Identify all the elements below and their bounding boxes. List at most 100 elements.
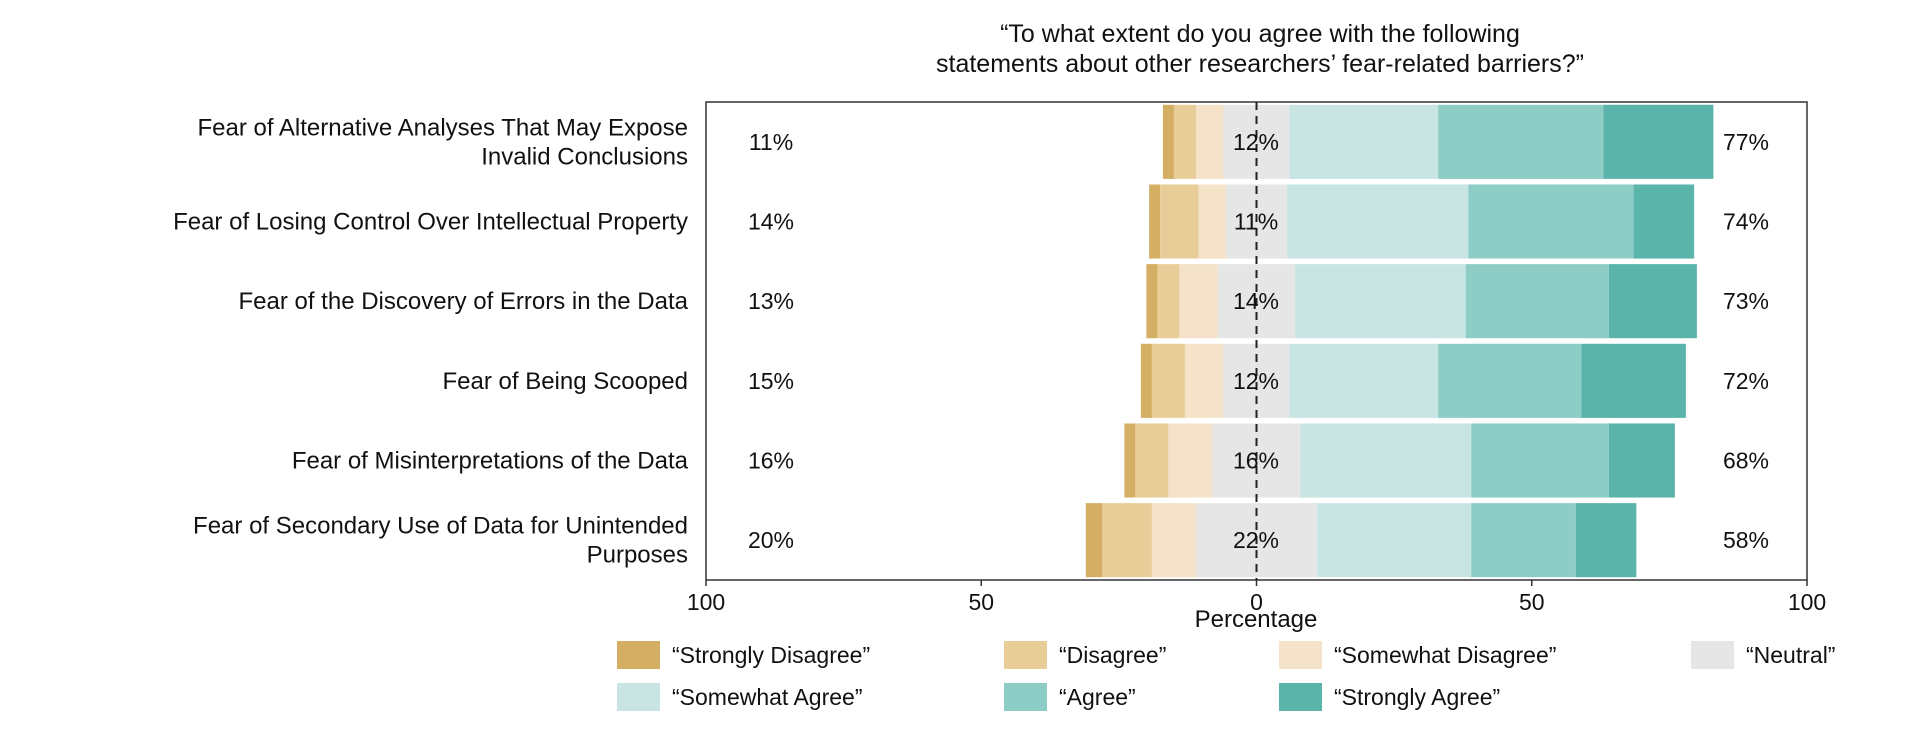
percentage-labels: 11% 12% 77% 14% 11% 74% 13% 14% 73% 15% 12% 72% 16% 1… bbox=[748, 129, 1769, 553]
x-tick-label: 50 bbox=[1519, 589, 1545, 615]
x-axis-label: Percentage bbox=[1195, 606, 1318, 633]
legend-item: “Agree” bbox=[1004, 683, 1136, 711]
bar-row bbox=[1140, 343, 1686, 418]
neutral-label: 22% bbox=[1233, 527, 1279, 553]
legend-item: “Somewhat Agree” bbox=[617, 683, 862, 711]
legend-swatch bbox=[617, 641, 660, 669]
legend-label: “Strongly Agree” bbox=[1334, 684, 1500, 710]
bars bbox=[1085, 104, 1714, 578]
bar-segment bbox=[1135, 423, 1169, 498]
legend-label: “Somewhat Agree” bbox=[672, 684, 862, 710]
bar-segment bbox=[1471, 503, 1576, 578]
legend-swatch bbox=[1279, 683, 1322, 711]
bar-segment bbox=[1608, 423, 1675, 498]
disagree-total-label: 14% bbox=[748, 209, 794, 235]
neutral-label: 12% bbox=[1233, 368, 1279, 394]
x-axis: 100 50 0 50 100 bbox=[687, 580, 1826, 615]
category-label: Fear of Alternative Analyses That May Ex… bbox=[198, 114, 688, 141]
bar-segment bbox=[1157, 264, 1180, 339]
bar-segment bbox=[1295, 264, 1466, 339]
neutral-label: 12% bbox=[1233, 129, 1279, 155]
bar-segment bbox=[1289, 343, 1439, 418]
bar-row bbox=[1124, 423, 1675, 498]
legend-item: “Strongly Disagree” bbox=[617, 641, 870, 669]
bar-segment bbox=[1300, 423, 1472, 498]
x-tick-label: 0 bbox=[1250, 589, 1263, 615]
agree-total-label: 73% bbox=[1723, 288, 1769, 314]
agree-total-label: 77% bbox=[1723, 129, 1769, 155]
disagree-total-label: 20% bbox=[748, 527, 794, 553]
bar-segment bbox=[1198, 184, 1227, 259]
legend-label: “Disagree” bbox=[1059, 642, 1166, 668]
legend-swatch bbox=[1004, 641, 1047, 669]
chart-title-line: statements about other researchers’ fear… bbox=[936, 50, 1584, 78]
bar-segment bbox=[1162, 104, 1174, 179]
bar-segment bbox=[1179, 264, 1218, 339]
bar-segment bbox=[1124, 423, 1136, 498]
category-label: Invalid Conclusions bbox=[481, 143, 688, 170]
disagree-total-label: 15% bbox=[748, 368, 794, 394]
bar-segment bbox=[1471, 423, 1609, 498]
bar-segment bbox=[1085, 503, 1103, 578]
bar-segment bbox=[1184, 343, 1224, 418]
legend: “Strongly Disagree” “Disagree” “Somewhat D… bbox=[617, 641, 1835, 711]
bar-segment bbox=[1151, 503, 1196, 578]
legend-label: “Somewhat Disagree” bbox=[1334, 642, 1556, 668]
bar-segment bbox=[1468, 184, 1634, 259]
bar-segment bbox=[1603, 104, 1714, 179]
bar-segment bbox=[1465, 264, 1609, 339]
disagree-total-label: 16% bbox=[748, 448, 794, 474]
bar-segment bbox=[1286, 184, 1469, 259]
x-tick-label: 100 bbox=[687, 589, 725, 615]
bar-row bbox=[1162, 104, 1714, 179]
bar-segment bbox=[1173, 104, 1196, 179]
bar-segment bbox=[1633, 184, 1695, 259]
legend-swatch bbox=[1004, 683, 1047, 711]
category-label: Fear of Losing Control Over Intellectual… bbox=[173, 209, 688, 236]
agree-total-label: 74% bbox=[1723, 209, 1769, 235]
bar-segment bbox=[1102, 503, 1152, 578]
x-tick-label: 50 bbox=[968, 589, 994, 615]
chart-title: “To what extent do you agree with the fo… bbox=[936, 20, 1584, 78]
disagree-total-label: 11% bbox=[749, 129, 793, 155]
bar-segment bbox=[1581, 343, 1686, 418]
bar-segment bbox=[1438, 104, 1604, 179]
disagree-total-label: 13% bbox=[748, 288, 794, 314]
legend-swatch bbox=[617, 683, 660, 711]
legend-swatch bbox=[1279, 641, 1322, 669]
bar-segment bbox=[1608, 264, 1697, 339]
agree-total-label: 72% bbox=[1723, 368, 1769, 394]
legend-label: “Strongly Disagree” bbox=[672, 642, 870, 668]
chart-title-line: “To what extent do you agree with the fo… bbox=[1000, 20, 1520, 48]
agree-total-label: 68% bbox=[1723, 448, 1769, 474]
bar-segment bbox=[1151, 343, 1185, 418]
bar-segment bbox=[1146, 264, 1158, 339]
legend-label: “Agree” bbox=[1059, 684, 1136, 710]
category-label: Purposes bbox=[587, 542, 688, 569]
bar-row bbox=[1085, 503, 1637, 578]
bar-segment bbox=[1195, 104, 1224, 179]
bar-row bbox=[1149, 184, 1695, 259]
bar-segment bbox=[1438, 343, 1582, 418]
agree-total-label: 58% bbox=[1723, 527, 1769, 553]
neutral-label: 16% bbox=[1233, 448, 1279, 474]
legend-item: “Disagree” bbox=[1004, 641, 1166, 669]
category-label: Fear of Being Scooped bbox=[443, 368, 689, 395]
category-label: Fear of Secondary Use of Data for Uninte… bbox=[193, 513, 688, 540]
legend-swatch bbox=[1691, 641, 1734, 669]
category-label: Fear of Misinterpretations of the Data bbox=[292, 448, 689, 475]
bar-segment bbox=[1140, 343, 1152, 418]
neutral-label: 11% bbox=[1234, 209, 1278, 235]
bar-segment bbox=[1289, 104, 1439, 179]
bar-row bbox=[1146, 264, 1697, 339]
neutral-label: 14% bbox=[1233, 288, 1279, 314]
legend-item: “Neutral” bbox=[1691, 641, 1835, 669]
legend-label: “Neutral” bbox=[1746, 642, 1835, 668]
legend-item: “Strongly Agree” bbox=[1279, 683, 1500, 711]
bar-segment bbox=[1168, 423, 1213, 498]
bar-segment bbox=[1575, 503, 1637, 578]
bar-segment bbox=[1317, 503, 1472, 578]
legend-item: “Somewhat Disagree” bbox=[1279, 641, 1556, 669]
category-labels: Fear of Alternative Analyses That May Ex… bbox=[173, 114, 689, 568]
